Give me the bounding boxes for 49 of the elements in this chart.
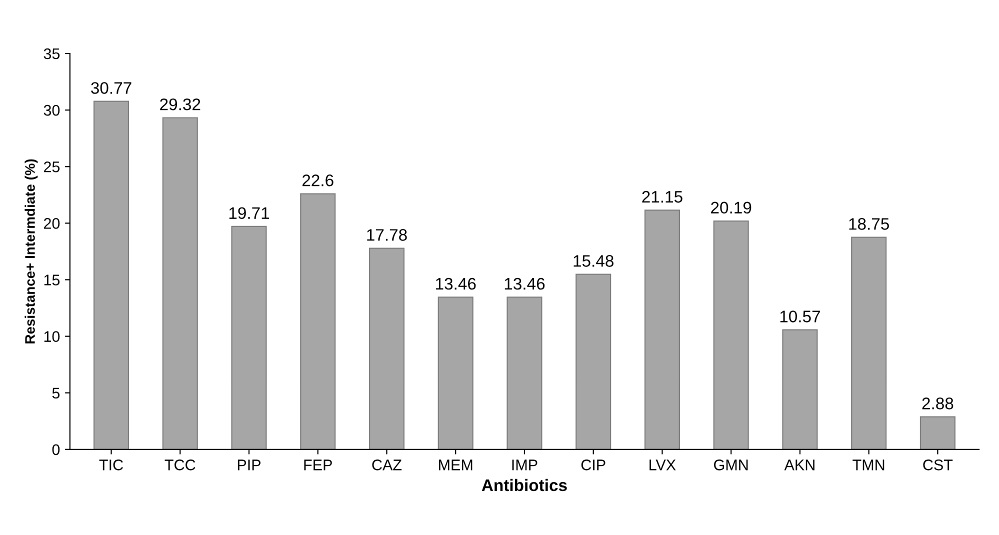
data-label: 20.19 xyxy=(711,202,752,214)
bar xyxy=(782,329,818,450)
data-label: 19.71 xyxy=(229,207,270,219)
x-tick-label: CIP xyxy=(581,460,606,470)
y-axis-title: Resistance+ Intermdiate (%) xyxy=(24,159,38,344)
x-tick-label: TCC xyxy=(164,460,196,470)
x-axis-title: Antibiotics xyxy=(482,478,567,492)
bar xyxy=(368,248,405,450)
bar xyxy=(300,193,336,450)
x-tick-label: AKN xyxy=(784,460,814,470)
x-tick-label: LVX xyxy=(650,460,676,470)
x-tick-label: TMN xyxy=(852,460,884,470)
data-label: 13.46 xyxy=(504,278,545,290)
data-label: 17.78 xyxy=(367,229,407,241)
x-tick-label: TIC xyxy=(99,460,123,470)
bar xyxy=(231,226,267,450)
y-tick-label: 35 xyxy=(44,48,60,60)
x-tick-label: MEM xyxy=(439,460,472,470)
y-tick-label: 30 xyxy=(44,104,60,116)
bar xyxy=(506,296,542,450)
data-label: 10.57 xyxy=(780,310,820,322)
bar xyxy=(713,220,749,450)
x-tick-label: IMP xyxy=(512,460,538,470)
x-tick-label: CAZ xyxy=(372,460,402,470)
bar xyxy=(438,296,474,450)
data-label: 29.32 xyxy=(160,98,200,110)
data-label: 30.77 xyxy=(91,82,132,94)
data-label: 18.75 xyxy=(849,218,889,230)
bar xyxy=(162,117,198,450)
bar xyxy=(576,274,612,450)
y-tick-label: 25 xyxy=(44,161,60,172)
data-label: 15.48 xyxy=(574,255,614,267)
y-tick-label: 20 xyxy=(44,218,60,229)
data-label: 2.88 xyxy=(922,398,954,410)
bar xyxy=(644,210,680,450)
data-label: 22.6 xyxy=(302,174,334,186)
bar xyxy=(93,100,130,450)
y-tick-label: 15 xyxy=(44,274,60,286)
y-tick-label: 0 xyxy=(52,444,60,456)
x-tick-label: PIP xyxy=(238,460,260,470)
data-label: 21.15 xyxy=(642,190,682,203)
x-tick-label: GMN xyxy=(714,460,748,470)
bar xyxy=(851,236,887,450)
y-tick-label: 10 xyxy=(44,331,60,342)
x-tick-label: FEP xyxy=(304,460,332,470)
y-tick-label: 5 xyxy=(52,388,60,399)
data-label: 13.46 xyxy=(436,278,476,290)
bar xyxy=(920,416,956,450)
x-tick-label: CST xyxy=(923,460,953,470)
